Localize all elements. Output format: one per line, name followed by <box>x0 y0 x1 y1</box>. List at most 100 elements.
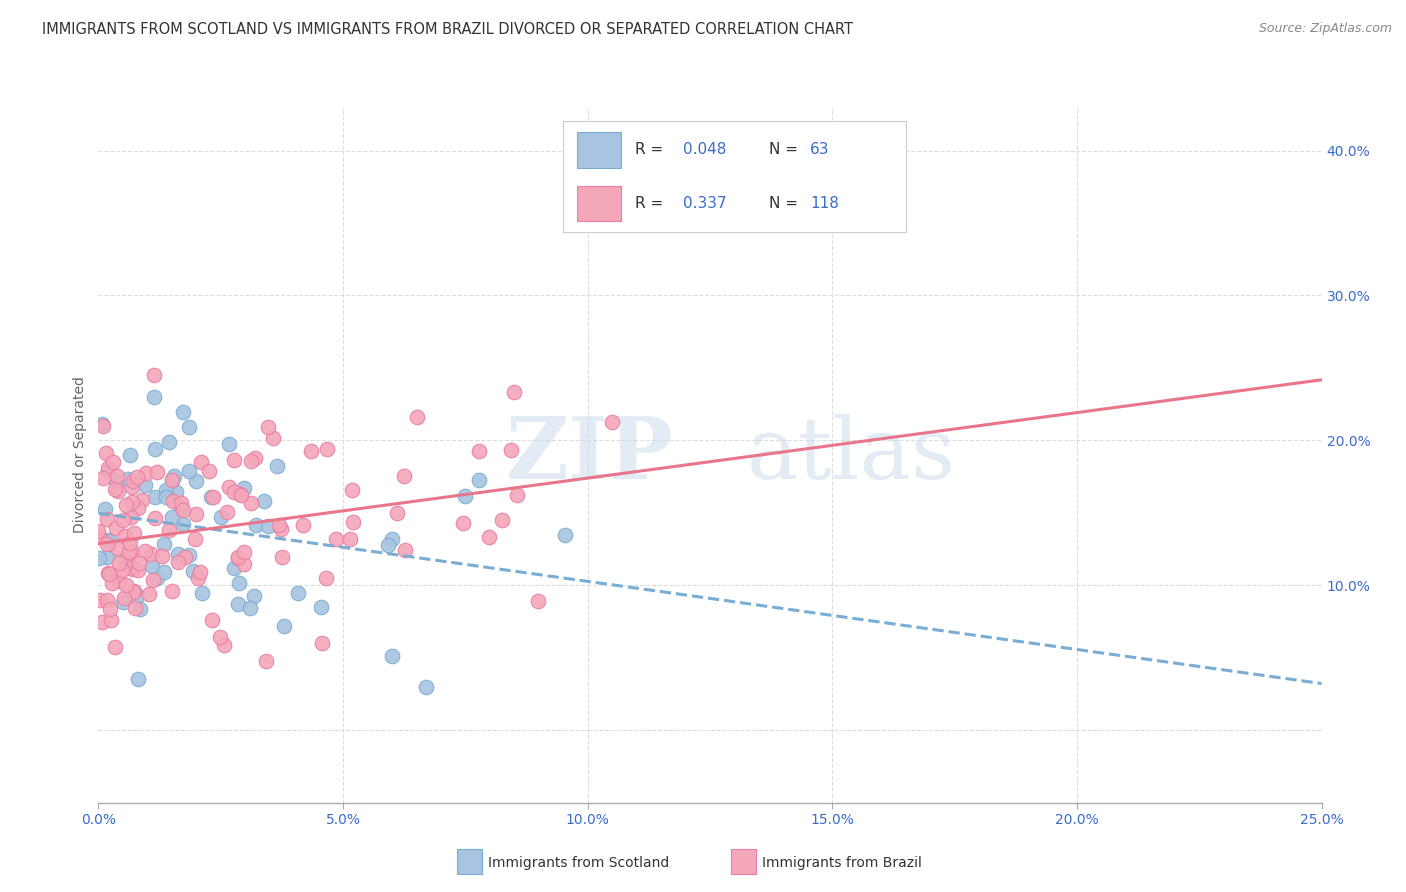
Point <box>315 571 337 585</box>
Point <box>117 556 139 570</box>
Point <box>120 448 142 462</box>
Point <box>166 547 188 561</box>
Point <box>94 502 117 516</box>
Point <box>222 484 245 499</box>
Point <box>127 563 149 577</box>
Point <box>316 442 339 456</box>
Point <box>245 518 267 533</box>
Point <box>177 420 200 434</box>
Point <box>218 437 240 451</box>
Point <box>202 490 225 504</box>
Point <box>112 591 135 606</box>
Point <box>270 522 292 536</box>
Point <box>287 586 309 600</box>
Point <box>406 409 429 424</box>
Point <box>124 600 146 615</box>
Point <box>243 589 266 603</box>
Point <box>87 551 110 566</box>
Point <box>96 537 118 551</box>
Point <box>100 613 122 627</box>
Point <box>478 530 501 544</box>
Point <box>468 443 491 458</box>
Point <box>89 529 111 543</box>
Point <box>107 556 129 570</box>
Text: ZIP: ZIP <box>506 413 673 497</box>
Point <box>527 594 550 608</box>
Point <box>243 450 266 465</box>
Point <box>91 615 114 629</box>
Text: Immigrants from Scotland: Immigrants from Scotland <box>488 856 669 871</box>
Point <box>160 510 183 524</box>
Point <box>150 549 173 563</box>
Point <box>96 593 118 607</box>
Point <box>381 532 404 546</box>
Point <box>143 490 166 504</box>
Point <box>254 654 277 668</box>
Point <box>387 506 409 520</box>
Point <box>239 454 262 468</box>
Point <box>121 480 143 494</box>
Point <box>124 526 146 541</box>
Point <box>392 468 415 483</box>
Point <box>170 496 193 510</box>
Point <box>415 680 437 694</box>
Text: Immigrants from Brazil: Immigrants from Brazil <box>762 856 922 871</box>
Point <box>231 488 253 502</box>
Point <box>97 461 120 475</box>
Point <box>184 532 207 546</box>
Point <box>253 493 276 508</box>
Point <box>212 638 235 652</box>
Point <box>162 473 184 487</box>
Point <box>184 474 207 488</box>
Point <box>128 556 150 570</box>
Point <box>104 475 127 489</box>
Point <box>201 613 224 627</box>
Point <box>311 636 333 650</box>
Point <box>143 390 166 404</box>
Point <box>233 481 256 495</box>
Point <box>111 595 134 609</box>
Point <box>96 512 118 526</box>
Point <box>122 475 145 489</box>
Point <box>208 630 231 644</box>
Point <box>118 536 141 550</box>
Point <box>262 431 284 445</box>
Point <box>118 545 141 559</box>
Point <box>98 602 121 616</box>
Point <box>101 455 124 469</box>
Point <box>122 585 145 599</box>
Point <box>198 464 221 478</box>
Point <box>299 444 322 458</box>
Point <box>233 544 256 558</box>
Point <box>107 574 129 588</box>
Point <box>292 518 315 533</box>
Point <box>145 511 167 525</box>
Point <box>120 510 142 524</box>
Point <box>190 455 212 469</box>
Point <box>146 571 169 585</box>
Point <box>97 464 120 478</box>
Point <box>139 547 162 561</box>
Point <box>91 471 114 485</box>
Point <box>141 558 163 573</box>
Point <box>96 549 118 564</box>
Point <box>269 517 291 532</box>
Point <box>118 561 141 575</box>
Point <box>111 513 134 527</box>
Point <box>222 560 245 574</box>
Point <box>104 640 127 654</box>
Point <box>339 532 361 546</box>
Point <box>97 566 120 581</box>
Point <box>381 648 404 663</box>
Point <box>115 578 138 592</box>
Point <box>120 544 142 558</box>
Point <box>127 672 149 686</box>
Point <box>187 571 209 585</box>
Point <box>502 384 524 399</box>
Point <box>172 516 194 531</box>
Point <box>162 584 184 599</box>
Point <box>468 473 491 487</box>
Point <box>115 551 138 566</box>
Point <box>104 483 127 497</box>
Point <box>125 589 148 603</box>
